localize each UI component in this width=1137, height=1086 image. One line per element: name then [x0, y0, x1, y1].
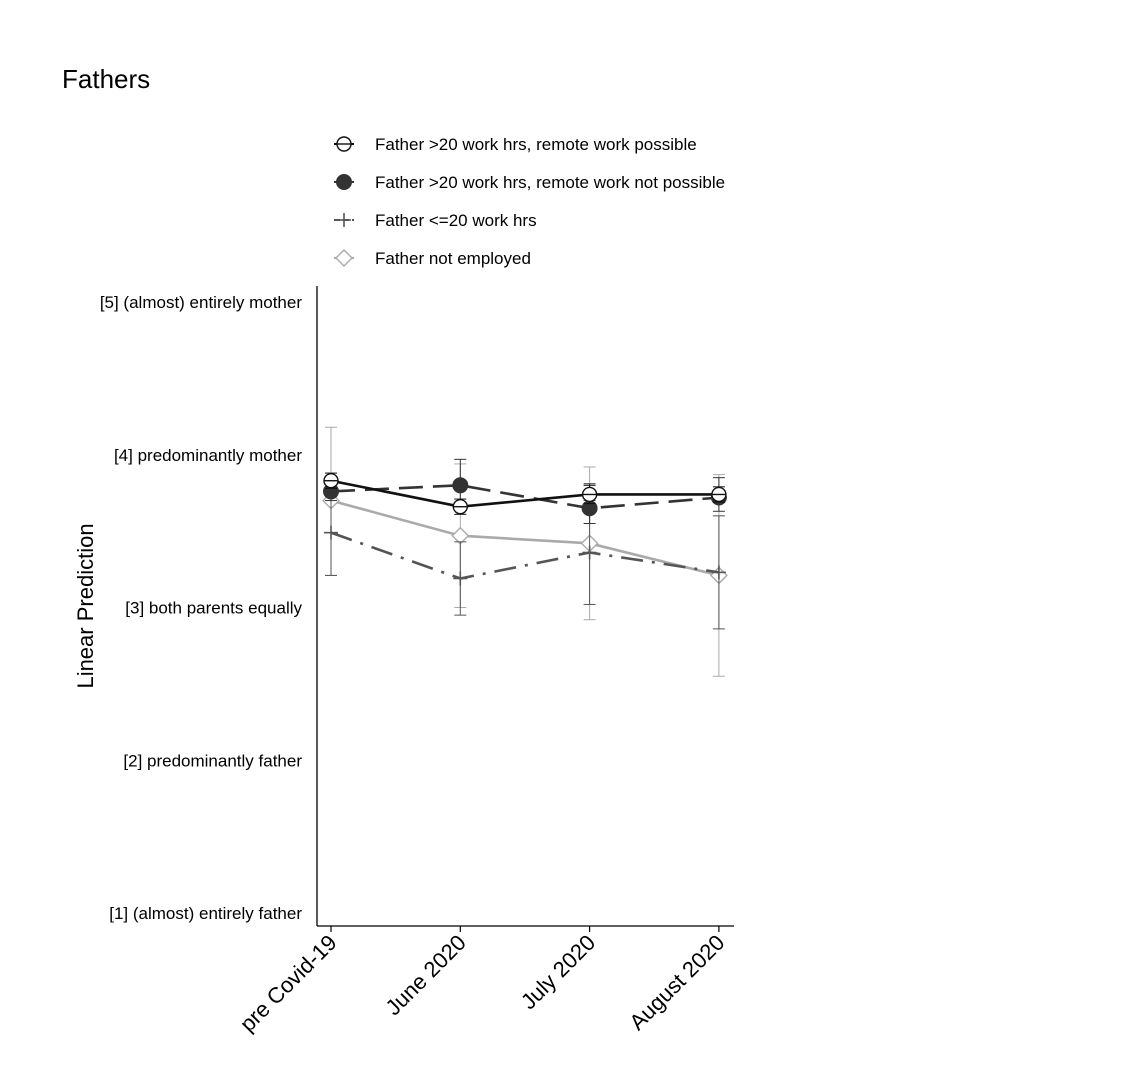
- y-tick-label: [3] both parents equally: [125, 599, 302, 618]
- legend-label: Father >20 work hrs, remote work possibl…: [375, 135, 697, 154]
- series-line: [330, 479, 719, 508]
- series-3: [324, 489, 726, 630]
- x-tick-labels: pre Covid-19 June 2020 July 2020 August 202…: [235, 926, 729, 1037]
- data-point: [582, 545, 597, 560]
- series-line: [330, 483, 720, 510]
- x-tick-label: June 2020: [380, 930, 470, 1020]
- series-1: [323, 472, 727, 515]
- legend-item: Father >20 work hrs, remote work not pos…: [334, 173, 725, 192]
- data-point: [581, 486, 598, 503]
- legend-marker: [336, 136, 352, 152]
- y-tick-label: [2] predominantly father: [123, 751, 302, 770]
- y-tick-labels: [5] (almost) entirely mother [4] predomin…: [100, 293, 303, 923]
- legend-item: Father not employed: [334, 249, 531, 268]
- data-point: [324, 525, 338, 540]
- data-point: [323, 473, 339, 489]
- legend: Father >20 work hrs, remote work possibl…: [334, 135, 725, 268]
- y-tick-label: [1] (almost) entirely father: [109, 904, 302, 923]
- legend-label: Father >20 work hrs, remote work not pos…: [375, 173, 725, 192]
- data-point: [451, 526, 470, 545]
- legend-marker: [337, 213, 351, 227]
- y-axis-label: Linear Prediction: [73, 523, 98, 688]
- legend-item: Father >20 work hrs, remote work possibl…: [334, 135, 697, 154]
- chart-title: Fathers: [62, 64, 150, 94]
- y-tick-label: [4] predominantly mother: [114, 446, 302, 465]
- series-line: [330, 499, 720, 577]
- legend-label: Father not employed: [375, 249, 531, 268]
- x-tick-label: July 2020: [516, 930, 600, 1014]
- data-point: [452, 477, 469, 494]
- series-layer: [322, 426, 728, 677]
- series-line: [330, 531, 720, 580]
- data-point: [452, 498, 468, 515]
- legend-label: Father <=20 work hrs: [375, 211, 537, 230]
- data-point: [711, 565, 726, 580]
- legend-marker: [335, 249, 353, 267]
- data-point: [453, 571, 468, 586]
- x-tick-label: August 2020: [624, 930, 729, 1035]
- legend-item: Father <=20 work hrs: [334, 211, 537, 230]
- data-point: [711, 486, 727, 503]
- x-tick-label: pre Covid-19: [235, 930, 342, 1037]
- legend-marker: [336, 174, 352, 190]
- y-tick-label: [5] (almost) entirely mother: [100, 293, 303, 312]
